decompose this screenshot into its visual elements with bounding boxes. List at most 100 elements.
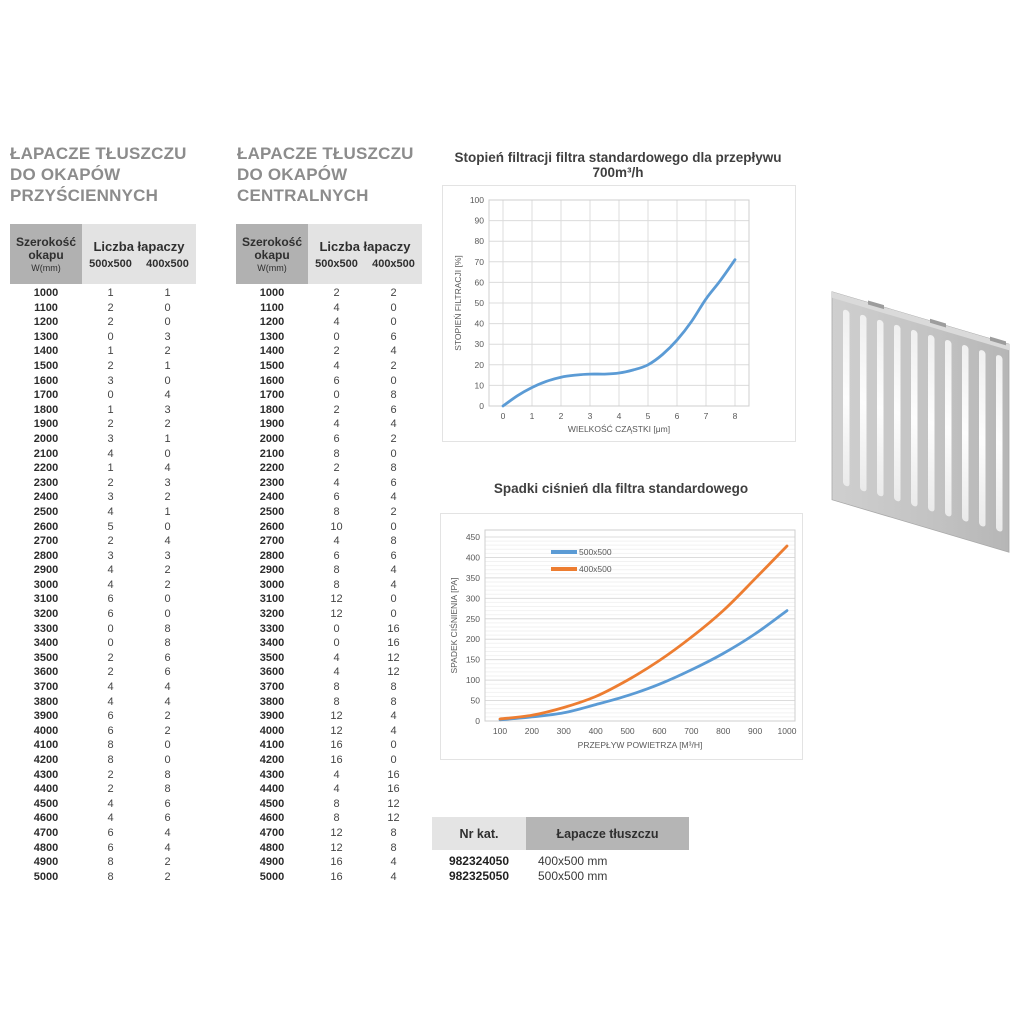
cell-count-500x500: 2 bbox=[333, 345, 340, 358]
grease-filter-photo bbox=[831, 291, 1010, 553]
cell-count-500x500: 2 bbox=[333, 403, 340, 416]
cell-count-500x500: 4 bbox=[333, 301, 340, 314]
cell-count-400x500: 2 bbox=[164, 345, 171, 358]
svg-text:500: 500 bbox=[620, 726, 634, 736]
catalog-header-nr: Nr kat. bbox=[432, 817, 526, 850]
table-body: 1000 2 2 1100 4 0 1200 4 0 1300 0 6 1400 2 4 1500 4 2 1600… bbox=[236, 286, 422, 884]
cell-hood-width: 3300 bbox=[259, 622, 285, 635]
cell-count-400x500: 0 bbox=[390, 593, 397, 606]
cell-count-400x500: 16 bbox=[387, 768, 400, 781]
cell-count-500x500: 8 bbox=[107, 739, 114, 752]
cell-hood-width: 1800 bbox=[33, 403, 59, 416]
cell-hood-width: 2600 bbox=[259, 520, 285, 533]
table-row: 1700 0 8 bbox=[236, 388, 422, 403]
svg-text:900: 900 bbox=[748, 726, 762, 736]
cell-hood-width: 1500 bbox=[33, 359, 59, 372]
cell-count-500x500: 6 bbox=[107, 710, 114, 723]
svg-text:0: 0 bbox=[501, 411, 506, 421]
svg-text:400: 400 bbox=[589, 726, 603, 736]
table-row: 1500 2 1 bbox=[10, 359, 196, 374]
filtration-chart-title: Stopień filtracji filtra standardowego d… bbox=[454, 150, 782, 180]
cell-count-400x500: 0 bbox=[164, 316, 171, 329]
table-row: 4000 12 4 bbox=[236, 724, 422, 739]
cell-hood-width: 3400 bbox=[33, 637, 59, 650]
cell-hood-width: 1300 bbox=[33, 330, 59, 343]
svg-text:300: 300 bbox=[466, 593, 480, 603]
cell-hood-width: 4900 bbox=[259, 856, 285, 869]
cell-count-400x500: 16 bbox=[387, 783, 400, 796]
cell-hood-width: 2700 bbox=[33, 535, 59, 548]
table-row: 4600 4 6 bbox=[10, 811, 196, 826]
cell-hood-width: 1700 bbox=[259, 389, 285, 402]
table-row: 3800 4 4 bbox=[10, 695, 196, 710]
table-row: 1800 1 3 bbox=[10, 403, 196, 418]
cell-count-400x500: 4 bbox=[390, 724, 397, 737]
table-row: 3600 2 6 bbox=[10, 665, 196, 680]
cell-count-500x500: 4 bbox=[333, 768, 340, 781]
table-row: 3400 0 8 bbox=[10, 636, 196, 651]
cell-hood-width: 1700 bbox=[33, 389, 59, 402]
svg-text:1: 1 bbox=[530, 411, 535, 421]
header-size-500x500: 500x500 bbox=[89, 257, 132, 270]
cell-count-500x500: 3 bbox=[107, 491, 114, 504]
cell-count-400x500: 4 bbox=[390, 710, 397, 723]
pressure-chart-title: Spadki ciśnień dla filtra standardowego bbox=[493, 481, 749, 496]
table-row: 3100 6 0 bbox=[10, 592, 196, 607]
svg-text:400x500: 400x500 bbox=[579, 564, 612, 574]
cell-hood-width: 3600 bbox=[259, 666, 285, 679]
cell-count-500x500: 8 bbox=[333, 578, 340, 591]
cell-count-500x500: 12 bbox=[330, 724, 343, 737]
cell-count-400x500: 3 bbox=[164, 549, 171, 562]
cell-count-400x500: 2 bbox=[164, 418, 171, 431]
cell-hood-width: 4700 bbox=[33, 826, 59, 839]
cell-count-500x500: 6 bbox=[333, 491, 340, 504]
cell-hood-width: 3300 bbox=[33, 622, 59, 635]
svg-text:10: 10 bbox=[475, 380, 485, 390]
cell-count-500x500: 2 bbox=[107, 418, 114, 431]
table-row: 1000 1 1 bbox=[10, 286, 196, 301]
cell-hood-width: 1000 bbox=[33, 287, 59, 299]
cell-count-400x500: 0 bbox=[390, 739, 397, 752]
table-row: 1300 0 3 bbox=[10, 330, 196, 345]
svg-text:0: 0 bbox=[475, 716, 480, 726]
cell-count-400x500: 3 bbox=[164, 403, 171, 416]
cell-hood-width: 4600 bbox=[259, 812, 285, 825]
cell-count-500x500: 0 bbox=[333, 389, 340, 402]
header-hood-width: Szerokość okapu W(mm) bbox=[236, 224, 308, 284]
cell-count-500x500: 2 bbox=[107, 316, 114, 329]
cell-count-500x500: 12 bbox=[330, 608, 343, 621]
cell-count-400x500: 4 bbox=[390, 578, 397, 591]
cell-count-500x500: 3 bbox=[107, 374, 114, 387]
svg-text:450: 450 bbox=[466, 532, 480, 542]
cell-count-500x500: 12 bbox=[330, 841, 343, 854]
table-row: 4400 2 8 bbox=[10, 782, 196, 797]
svg-text:300: 300 bbox=[557, 726, 571, 736]
cell-count-400x500: 2 bbox=[164, 578, 171, 591]
cell-hood-width: 1300 bbox=[259, 330, 285, 343]
cell-hood-width: 1900 bbox=[33, 418, 59, 431]
cell-count-500x500: 1 bbox=[107, 462, 114, 475]
table-row: 3200 6 0 bbox=[10, 607, 196, 622]
cell-hood-width: 2100 bbox=[259, 447, 285, 460]
cell-count-500x500: 4 bbox=[107, 695, 114, 708]
cell-count-500x500: 8 bbox=[107, 870, 114, 883]
cell-count-400x500: 1 bbox=[164, 287, 171, 299]
cell-count-400x500: 4 bbox=[390, 491, 397, 504]
cell-hood-width: 2900 bbox=[33, 564, 59, 577]
table-row: 3300 0 16 bbox=[236, 622, 422, 637]
cell-hood-width: 1500 bbox=[259, 359, 285, 372]
cell-hood-width: 1600 bbox=[259, 374, 285, 387]
cell-count-400x500: 12 bbox=[387, 812, 400, 825]
cell-count-500x500: 1 bbox=[107, 403, 114, 416]
header-size-400x500: 400x500 bbox=[372, 257, 415, 270]
table-row: 1100 4 0 bbox=[236, 301, 422, 316]
cell-count-500x500: 16 bbox=[330, 754, 343, 766]
table-row: 4500 8 12 bbox=[236, 797, 422, 812]
cell-hood-width: 1200 bbox=[259, 316, 285, 329]
svg-text:80: 80 bbox=[475, 236, 485, 246]
svg-text:50: 50 bbox=[471, 696, 481, 706]
cell-count-400x500: 0 bbox=[164, 739, 171, 752]
cell-catalog-number: 982325050 bbox=[448, 869, 510, 883]
cell-count-400x500: 8 bbox=[390, 681, 397, 694]
cell-count-400x500: 2 bbox=[164, 564, 171, 577]
